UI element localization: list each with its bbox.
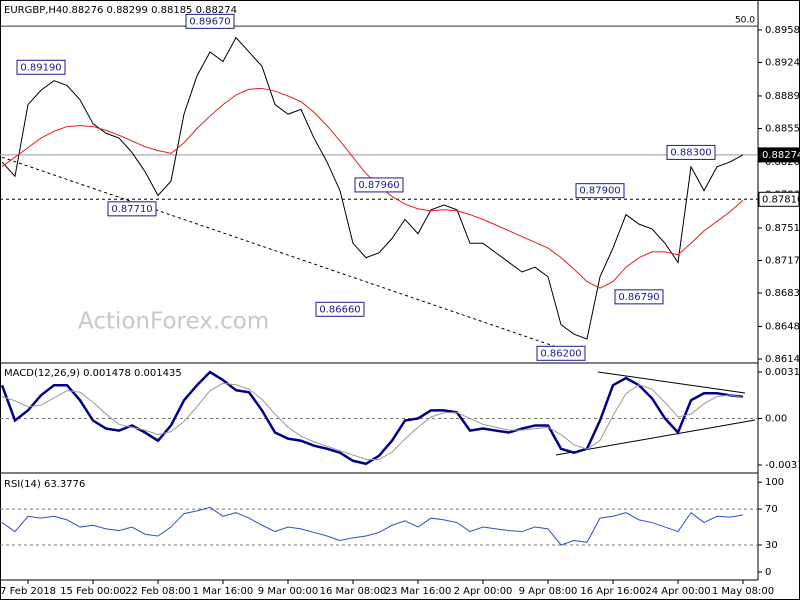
chart-title: EURGBP,H4 — [4, 5, 62, 16]
fib-label: 50.0 — [735, 16, 755, 26]
level-label: 0.87810 — [762, 194, 800, 205]
price-label-box — [185, 13, 235, 29]
price-label: 0.89670 — [189, 16, 230, 27]
y-tick-label: 70 — [765, 504, 778, 515]
price-label: 0.86790 — [618, 292, 659, 303]
price-label: 0.86200 — [540, 348, 581, 359]
ohlc-values: 0.88276 0.88299 0.88185 0.88274 — [62, 5, 237, 16]
level-label: 0.88274 — [762, 150, 800, 161]
price-label: 0.89190 — [20, 62, 61, 73]
price-label: 0.88300 — [670, 147, 711, 158]
x-tick-label: 16 Apr 16:00 — [580, 586, 645, 597]
series-line — [1, 506, 744, 546]
x-tick-label: 9 Mar 00:00 — [258, 586, 318, 597]
x-tick-label: 9 Apr 08:00 — [519, 586, 578, 597]
y-tick-label: 0 — [765, 567, 771, 578]
y-tick-label: 0.00 — [765, 413, 787, 424]
price-label-box — [575, 183, 625, 199]
watermark: ActionForex.com — [78, 309, 269, 335]
x-tick-label: 16 Mar 08:00 — [320, 586, 387, 597]
price-label-box — [315, 301, 365, 317]
x-tick-label: 24 Apr 00:00 — [645, 586, 710, 597]
x-tick-label: 23 Mar 16:00 — [385, 586, 452, 597]
trendline — [1, 156, 562, 349]
price-label: 0.87960 — [358, 180, 399, 191]
price-label-box — [536, 345, 586, 361]
triangle-line — [597, 371, 746, 394]
level-box — [758, 191, 800, 207]
price-label-box — [16, 59, 66, 75]
price-label: 0.87900 — [579, 186, 620, 197]
price-label-box — [354, 177, 404, 193]
series-line — [1, 382, 744, 460]
price-label: 0.87710 — [111, 204, 152, 215]
rsi-title: RSI(14) 63.3776 — [4, 479, 85, 490]
price-label-box — [666, 144, 716, 160]
triangle-line — [555, 419, 756, 456]
x-tick-label: 2 Apr 00:00 — [454, 586, 513, 597]
x-tick-label: 7 Feb 2018 — [0, 586, 56, 597]
x-tick-label: 1 May 08:00 — [712, 586, 774, 597]
price-label: 0.86660 — [319, 304, 360, 315]
y-tick-label: 100 — [765, 477, 784, 488]
y-tick-label: -0.003177 — [765, 460, 800, 471]
y-tick-label: 30 — [765, 540, 778, 551]
series-line — [1, 36, 744, 340]
price-label-box — [107, 201, 157, 217]
x-tick-label: 22 Feb 08:00 — [125, 586, 191, 597]
y-tick-label: 0.86140 — [765, 354, 800, 365]
level-box — [758, 147, 800, 163]
macd-title: MACD(12,26,9) 0.001478 0.001435 — [4, 368, 182, 379]
y-tick-label: 0.003169 — [765, 367, 800, 378]
x-tick-label: 1 Mar 16:00 — [193, 586, 253, 597]
x-tick-label: 15 Feb 00:00 — [60, 586, 126, 597]
price-label-box — [614, 289, 664, 305]
